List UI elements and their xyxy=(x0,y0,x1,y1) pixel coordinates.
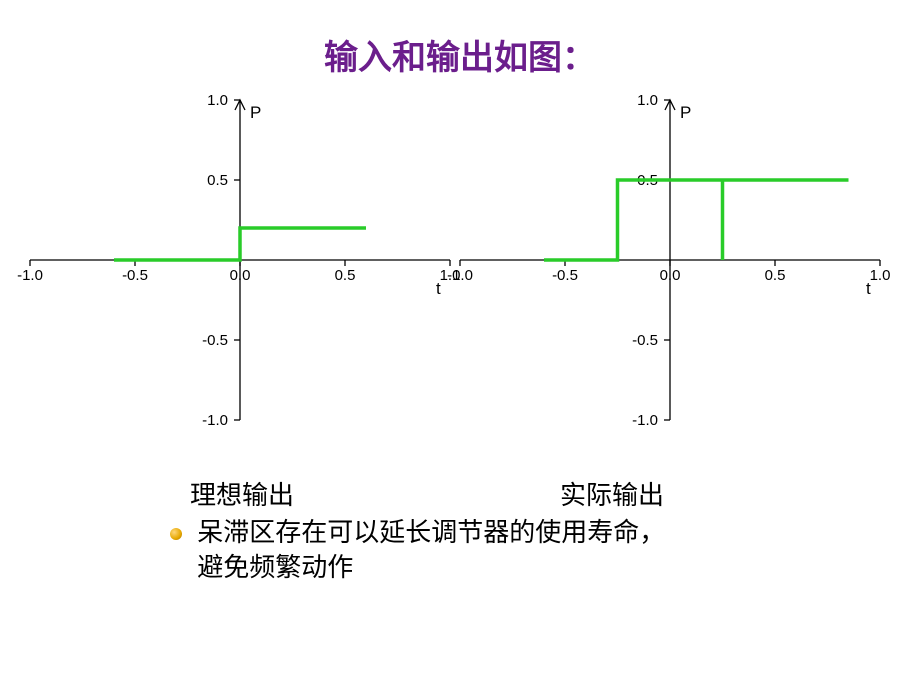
x-tick-label: -0.5 xyxy=(122,267,148,284)
p-axis-label: P xyxy=(250,103,261,122)
y-tick-label: -1.0 xyxy=(632,412,658,429)
chart-ideal: -1.0-0.50.00.51.0-1.0-0.50.51.0Pt xyxy=(30,100,450,420)
x-tick-label: 0.5 xyxy=(765,267,786,284)
y-tick-label: -1.0 xyxy=(202,412,228,429)
t-axis-label: t xyxy=(436,279,441,298)
page-title: 输入和输出如图： xyxy=(0,30,920,79)
y-tick-label: -0.5 xyxy=(202,332,228,349)
bullet-text-line1: 呆滞区存在可以延长调节器的使用寿命， xyxy=(197,517,665,547)
step-series xyxy=(114,228,366,260)
x-tick-label: -1.0 xyxy=(447,267,473,284)
x-tick-label: 0.0 xyxy=(660,267,681,284)
x-tick-label: -1.0 xyxy=(17,267,43,284)
chart-actual: -1.0-0.50.00.51.0-1.0-0.50.51.0Pt xyxy=(460,100,880,420)
y-tick-label: 1.0 xyxy=(207,92,228,109)
x-tick-label: -0.5 xyxy=(552,267,578,284)
label-ideal-output: 理想输出 xyxy=(190,475,294,512)
label-actual-output: 实际输出 xyxy=(560,475,664,512)
x-tick-label: 0.0 xyxy=(230,267,251,284)
x-tick-label: 1.0 xyxy=(870,267,891,284)
y-tick-label: -0.5 xyxy=(632,332,658,349)
t-axis-label: t xyxy=(866,279,871,298)
gold-bullet-icon xyxy=(170,528,182,540)
bullet-paragraph: 呆滞区存在可以延长调节器的使用寿命， 避免频繁动作 xyxy=(170,515,665,585)
p-axis-label: P xyxy=(680,103,691,122)
x-tick-label: 0.5 xyxy=(335,267,356,284)
y-tick-label: 1.0 xyxy=(637,92,658,109)
y-tick-label: 0.5 xyxy=(207,172,228,189)
step-series xyxy=(544,180,849,260)
bullet-text-line2: 避免频繁动作 xyxy=(197,552,353,582)
